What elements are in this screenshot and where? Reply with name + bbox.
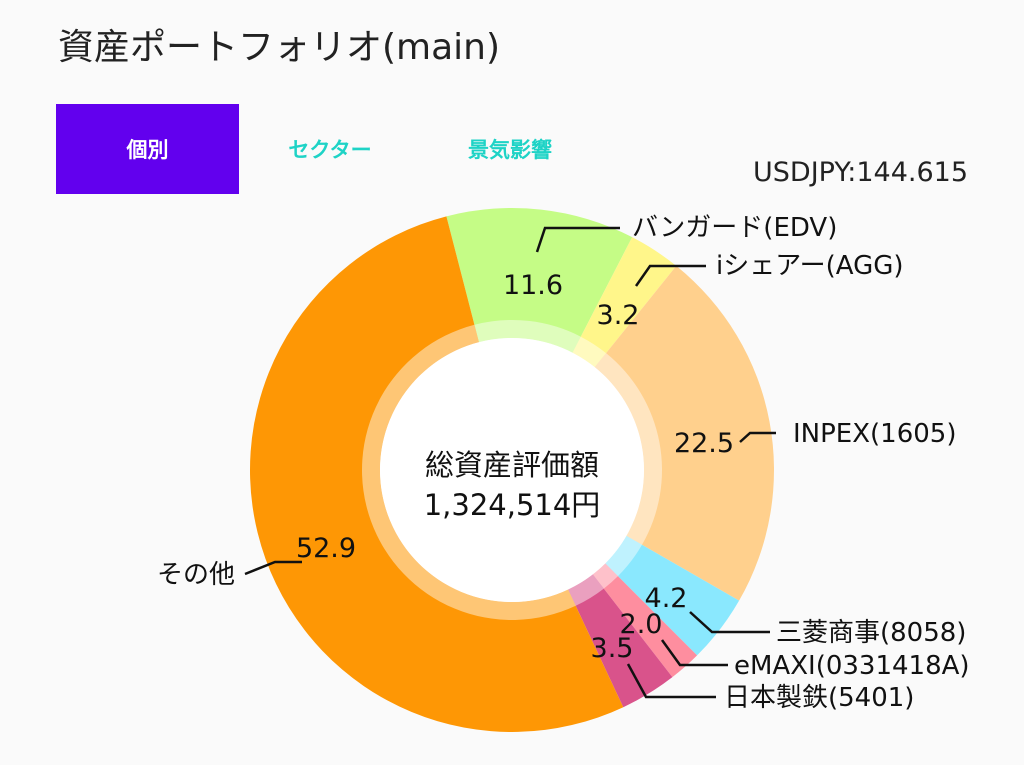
donut-slice-inner-band	[572, 336, 607, 368]
page-title: 資産ポートフォリオ(main)	[58, 27, 501, 68]
slice-value-label: 22.5	[674, 428, 734, 459]
slice-value-label: 4.2	[645, 583, 688, 614]
slice-name-label: 日本製鉄(5401)	[724, 683, 914, 713]
donut-slice[interactable]	[446, 208, 633, 353]
donut-slice-inner-band	[568, 574, 604, 606]
slice-name-label: その他	[157, 560, 235, 590]
slice-value-label: 11.6	[503, 270, 563, 301]
donut-hole	[380, 338, 644, 602]
leader-line	[244, 560, 302, 576]
slice-value-label: 3.2	[597, 300, 640, 331]
leader-line	[739, 431, 776, 443]
leader-line	[626, 663, 716, 699]
slice-value-label: 3.5	[591, 633, 634, 664]
slice-value-label: 52.9	[296, 533, 356, 564]
slice-name-label: eMAXI(0331418A)	[734, 651, 970, 681]
donut-slice-inner-band	[474, 320, 581, 353]
leader-line	[660, 639, 728, 667]
total-assets-value: 1,324,514円	[423, 488, 601, 522]
donut-slice[interactable]	[572, 237, 677, 368]
tab-sector[interactable]: セクター	[288, 138, 372, 162]
slice-name-label: INPEX(1605)	[793, 419, 957, 449]
donut-slice-inner-band	[605, 535, 643, 577]
leader-line	[634, 264, 706, 287]
slice-name-label: iシェアー(AGG)	[716, 251, 904, 281]
slice-value-label: 2.0	[620, 609, 663, 640]
slice-name-label: バンガード(EDV)	[632, 213, 837, 243]
exchange-rate-label: USDJPY:144.615	[753, 157, 968, 188]
tab-individual[interactable]: 個別	[56, 104, 239, 194]
leader-line	[689, 611, 770, 634]
donut-slice[interactable]	[249, 216, 624, 733]
total-assets-title: 総資産評価額	[424, 448, 600, 482]
donut-slice[interactable]	[568, 574, 673, 708]
leader-line	[535, 226, 620, 253]
donut-slice[interactable]	[594, 265, 774, 601]
donut-slice-inner-band	[592, 563, 618, 589]
slice-name-label: 三菱商事(8058)	[776, 618, 966, 648]
donut-slice[interactable]	[592, 563, 698, 678]
tab-economic-impact[interactable]: 景気影響	[468, 138, 552, 162]
donut-slice-inner-band	[594, 353, 662, 545]
